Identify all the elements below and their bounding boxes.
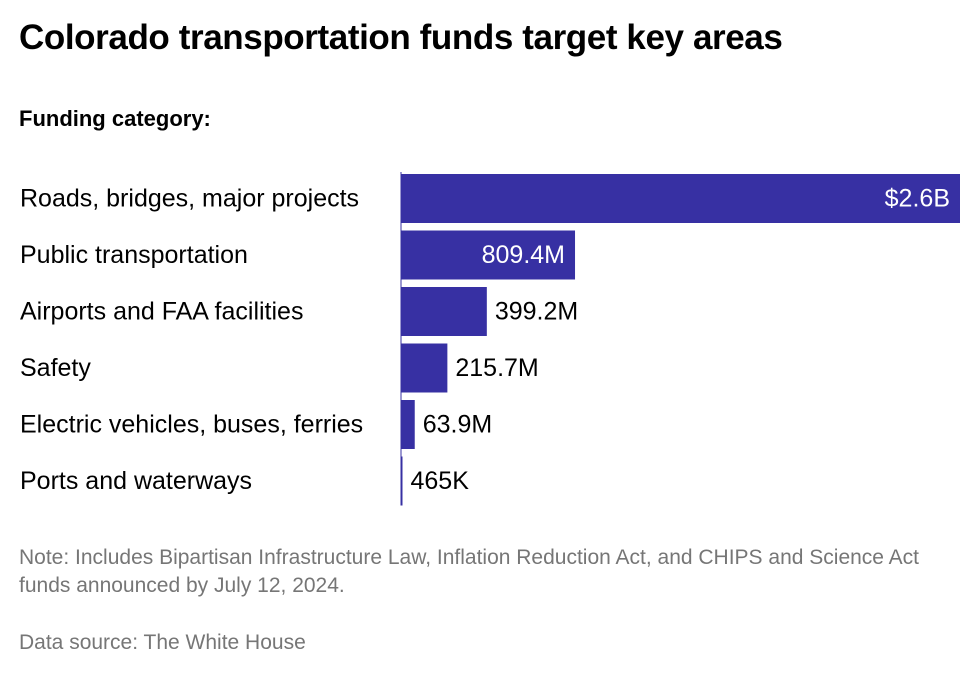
value-label: $2.6B <box>885 185 950 213</box>
category-label: Safety <box>20 354 91 382</box>
value-label: 809.4M <box>482 241 565 269</box>
bar <box>401 343 448 393</box>
value-label: 63.9M <box>423 411 492 439</box>
bar <box>401 174 960 223</box>
category-label: Roads, bridges, major projects <box>20 185 359 213</box>
bar <box>401 400 415 449</box>
category-label: Electric vehicles, buses, ferries <box>20 411 363 439</box>
category-label: Ports and waterways <box>20 467 252 495</box>
bar <box>401 456 403 506</box>
value-label: 215.7M <box>455 354 538 382</box>
chart-subtitle: Funding category: <box>19 106 211 131</box>
value-label: 465K <box>411 467 470 495</box>
bar <box>401 230 576 280</box>
chart-title: Colorado transportation funds target key… <box>19 18 783 57</box>
chart-note: Note: Includes Bipartisan Infrastructure… <box>19 546 919 597</box>
bar-chart: Roads, bridges, major projects $2.6B Publi… <box>20 172 960 506</box>
bar <box>401 287 487 336</box>
data-source: Data source: The White House <box>19 631 306 654</box>
value-label: 399.2M <box>495 298 578 326</box>
category-label: Airports and FAA facilities <box>20 298 303 326</box>
category-label: Public transportation <box>20 241 248 269</box>
